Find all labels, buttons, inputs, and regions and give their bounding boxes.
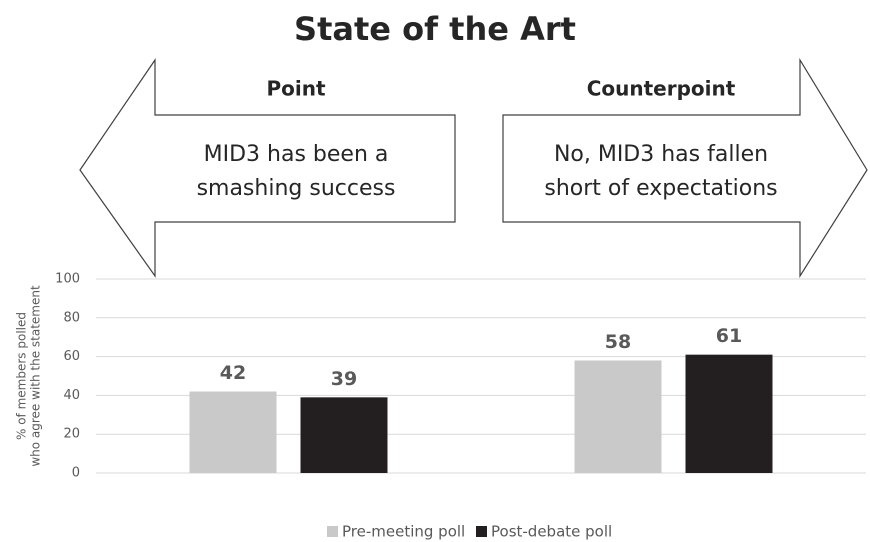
data-label: 61 xyxy=(716,325,742,347)
data-label: 58 xyxy=(605,331,631,353)
bar xyxy=(685,354,773,473)
annotation-heading: Point xyxy=(266,77,325,101)
point-arrow xyxy=(79,58,456,278)
bar xyxy=(574,360,662,473)
annotation-text: No, MID3 has fallen xyxy=(554,142,768,167)
annotation-heading: Counterpoint xyxy=(587,77,736,101)
y-tick-label: 80 xyxy=(63,310,80,325)
legend-label: Post-debate poll xyxy=(491,523,612,541)
data-label: 42 xyxy=(220,362,246,384)
annotation-text: smashing success xyxy=(197,176,396,201)
y-axis-label-line: who agree with the statement xyxy=(29,285,43,467)
y-axis-label: % of members polled who agree with the s… xyxy=(15,285,43,467)
annotation-text: MID3 has been a xyxy=(204,142,389,167)
y-axis-label-line: % of members polled xyxy=(15,312,29,440)
y-tick-label: 20 xyxy=(63,427,80,442)
counterpoint-arrow xyxy=(502,57,868,279)
data-label: 39 xyxy=(331,368,357,390)
chart-title: State of the Art xyxy=(294,10,576,48)
legend-label: Pre-meeting poll xyxy=(342,523,465,541)
legend-swatch xyxy=(327,526,338,537)
bar xyxy=(189,391,277,473)
annotation-text: short of expectations xyxy=(544,176,777,201)
legend-swatch xyxy=(476,526,487,537)
y-tick-label: 60 xyxy=(63,349,80,364)
y-tick-label: 100 xyxy=(55,272,80,287)
y-tick-label: 0 xyxy=(72,466,80,481)
bar xyxy=(300,397,388,473)
y-tick-label: 40 xyxy=(63,388,80,403)
